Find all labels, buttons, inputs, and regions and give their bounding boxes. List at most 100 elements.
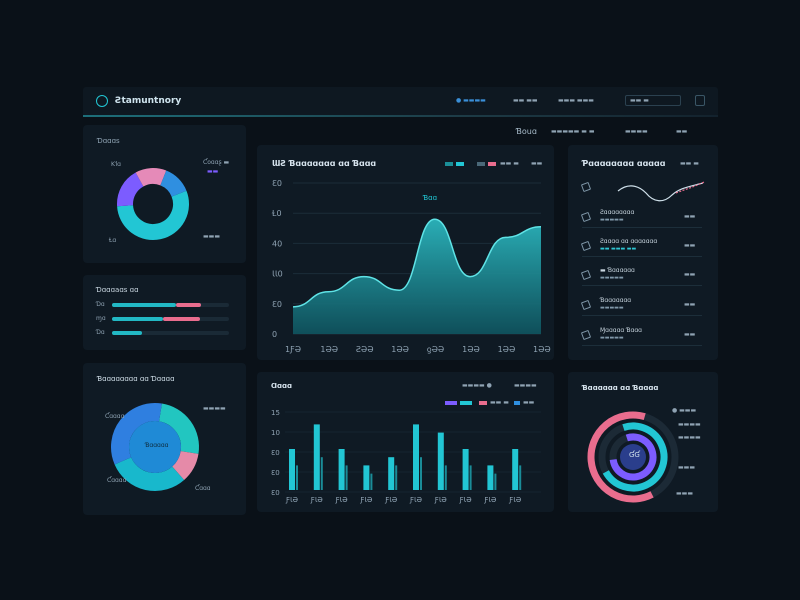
donut1-label-4: Ɫɑ: [109, 237, 117, 244]
ring-label-1: ● ▬▬▬: [672, 407, 697, 414]
search-input[interactable]: ▬▬ ▬: [625, 95, 681, 106]
list-item-value: ▬▬: [684, 271, 696, 278]
list-item-sub: ▬▬▬▬▬: [600, 305, 624, 311]
bar-chart-panel: Ɑɑɑɑ ▬▬▬▬ ● ▬▬▬▬ ▬▬ ▬ ▬▬ 15 10 Ɛ0 Ɛ0 Ɛ0 ƑƖƏ ƑƖ…: [257, 372, 554, 512]
list-item-value: ▬▬: [684, 242, 696, 249]
nav-item-1[interactable]: ▬▬ ▬▬: [513, 97, 538, 104]
donut1-segment-cyan: [117, 190, 189, 240]
ring-chart-svg: [587, 411, 679, 503]
top-bar-divider: [83, 115, 718, 117]
bar-x-tick: ƑƖƏ: [459, 496, 473, 504]
bar-series1: [512, 449, 519, 490]
list-item-value: ▬▬: [684, 331, 696, 338]
bar-x-tick: ƑƖƏ: [335, 496, 349, 504]
ring-center: [620, 444, 646, 470]
donut2-label-3: Ƈɑɑɑɑ: [107, 477, 127, 484]
list-panel-header-right: ▬▬ ▬: [680, 160, 699, 167]
area-x-tick: 1ƏƏ: [462, 345, 480, 354]
ring-arc-middle: [602, 422, 668, 492]
ring-arc-inner: [609, 433, 657, 481]
bar-series2: [420, 457, 422, 490]
bar-row-label: ɱɑ: [96, 315, 106, 322]
list-item-icon: [580, 211, 592, 223]
list-item-icon: [580, 269, 592, 281]
donut1-label-2: Ƈoɑɑʂ ▬: [203, 159, 230, 166]
bar-series1: [487, 465, 494, 490]
legend-swatch-dark: [477, 162, 485, 166]
area-y-tick: 40: [272, 239, 282, 248]
donut1-label-1: Ƙlɑ: [111, 161, 121, 168]
bar-legend-swatch-purple: [445, 401, 457, 405]
area-peak-label: Ɓɑɑ: [423, 194, 438, 202]
bar-row-fill-teal: [112, 331, 142, 335]
area-legend-label: ▬▬ ▬: [500, 160, 519, 167]
bar-series1: [363, 465, 370, 490]
tab-4[interactable]: ▬▬: [676, 128, 688, 135]
bar-row-label: Ɗɑ: [96, 329, 105, 336]
legend-swatch-pink: [488, 162, 496, 166]
donut1-segment-blue: [159, 170, 187, 198]
ring-label-4: ▬▬▬: [678, 464, 696, 471]
bar-legend-label: ▬▬ ▬: [490, 399, 509, 406]
area-x-tick: ƍƏƏ: [427, 345, 445, 354]
legend-swatch-teal: [445, 162, 453, 166]
donut-panel-2: Ɓɑɑɑɑɑɑɑɑ ɑɑ Ɗɑɑɑɑ Ɓɑɑɑɑɑ Ƈɑɑɑɑ ▬▬▬▬ Ƈɑɑ…: [83, 363, 246, 515]
tab-3[interactable]: ▬▬▬▬: [625, 128, 648, 135]
list-item-title[interactable]: ▬ Ɓɑɑɑɑɑɑ: [600, 267, 635, 274]
bar-chart-title: Ɑɑɑɑ: [271, 382, 293, 390]
bar-series2: [320, 457, 323, 490]
bar-row-fill-pink: [162, 317, 201, 321]
area-y-tick: Ɛ0: [272, 300, 282, 309]
list-item-divider: [582, 256, 702, 257]
bar-series2: [345, 465, 348, 490]
donut2-segment-teal: [158, 403, 199, 454]
app-logo-icon[interactable]: [96, 95, 108, 107]
list-item-divider: [582, 345, 702, 346]
tab-2[interactable]: ▬▬▬▬▬ ▬ ▬: [551, 128, 595, 135]
bar-y-tick: Ɛ0: [271, 449, 280, 457]
bar-y-tick: 15: [271, 409, 280, 417]
donut1-segment-purple: [117, 172, 144, 207]
bar-series2: [296, 465, 298, 490]
app-title: Ƨtamuntnory: [115, 96, 182, 106]
donut2-segment-pink: [171, 450, 199, 480]
nav-status[interactable]: ● ▬▬▬▬: [456, 97, 486, 104]
list-item-title[interactable]: Ɓɑɑɑɑɑɑɑ: [600, 297, 632, 304]
area-y-tick: 0: [272, 330, 277, 339]
menu-grid-icon[interactable]: [695, 95, 705, 106]
list-item-value: ▬▬: [684, 301, 696, 308]
nav-item-2[interactable]: ▬▬▬ ▬▬▬: [558, 97, 594, 104]
bar-chart-svg: 15 10 Ɛ0 Ɛ0 Ɛ0 ƑƖƏ ƑƖƏ ƑƖƏ ƑƖƏ ƑƖƏ ƑƖƏ ƑƖƏ ƑƖƏ ƑƖƏ ƑƖƏ: [271, 409, 541, 504]
bar-filter-2[interactable]: ▬▬▬▬: [514, 382, 537, 389]
list-item-sub: ▬▬▬▬▬: [600, 335, 624, 341]
bar-filter-1[interactable]: ▬▬▬▬ ●: [462, 382, 492, 389]
bar-series2: [370, 473, 373, 490]
bar-series2: [519, 465, 522, 490]
area-y-tick: Ɛ0: [272, 179, 282, 188]
progress-bars-panel: Ɗɑɑɑaɑs ɑɑ Ɗɑ ɱɑ Ɗɑ: [83, 275, 246, 350]
top-bar: Ƨtamuntnory ● ▬▬▬▬ ▬▬ ▬▬ ▬▬▬ ▬▬▬ ▬▬ ▬: [83, 87, 718, 117]
area-x-tick: ƧƏƏ: [356, 345, 374, 354]
list-item-title[interactable]: Ƨɑɑɑɑ ɑɑ ɑɑɑɑɑɑɑ: [600, 238, 658, 245]
bar-x-tick: ƑƖƏ: [310, 496, 324, 504]
donut2-title: Ɓɑɑɑɑɑɑɑɑ ɑɑ Ɗɑɑɑɑ: [97, 375, 175, 383]
tab-1[interactable]: Ɓouɑ: [516, 127, 537, 136]
legend-swatch-cyan: [456, 162, 464, 166]
area-fill: [293, 219, 541, 334]
bar-series1: [289, 449, 295, 490]
list-item-title[interactable]: Ɱɑɑɑɑɑ Ɓɑɑɑ: [600, 327, 642, 334]
bar-series2: [494, 473, 497, 490]
list-panel-title: Ƥɑɑɑɑɑɑɑɑ ɑɑɑɑɑ: [582, 159, 666, 168]
bar-series1: [338, 449, 345, 490]
bar-y-tick: Ɛ0: [271, 469, 280, 477]
list-item-title[interactable]: Ƨɑɑɑɑɑɑɑɑ: [600, 209, 635, 216]
bar-series1: [413, 424, 419, 490]
ring-center-label: ƓƓ: [629, 451, 640, 459]
donut1-segment-pink: [135, 168, 167, 187]
bar-series1: [437, 432, 444, 490]
bar-x-tick: ƑƖƏ: [483, 496, 497, 504]
list-item-sub: ▬▬ ▬▬▬ ▬▬: [600, 246, 637, 252]
list-item-icon: [580, 329, 592, 341]
bar-legend-swatch-cyan: [460, 401, 472, 405]
area-x-tick: 1ƏƏ: [533, 345, 551, 354]
